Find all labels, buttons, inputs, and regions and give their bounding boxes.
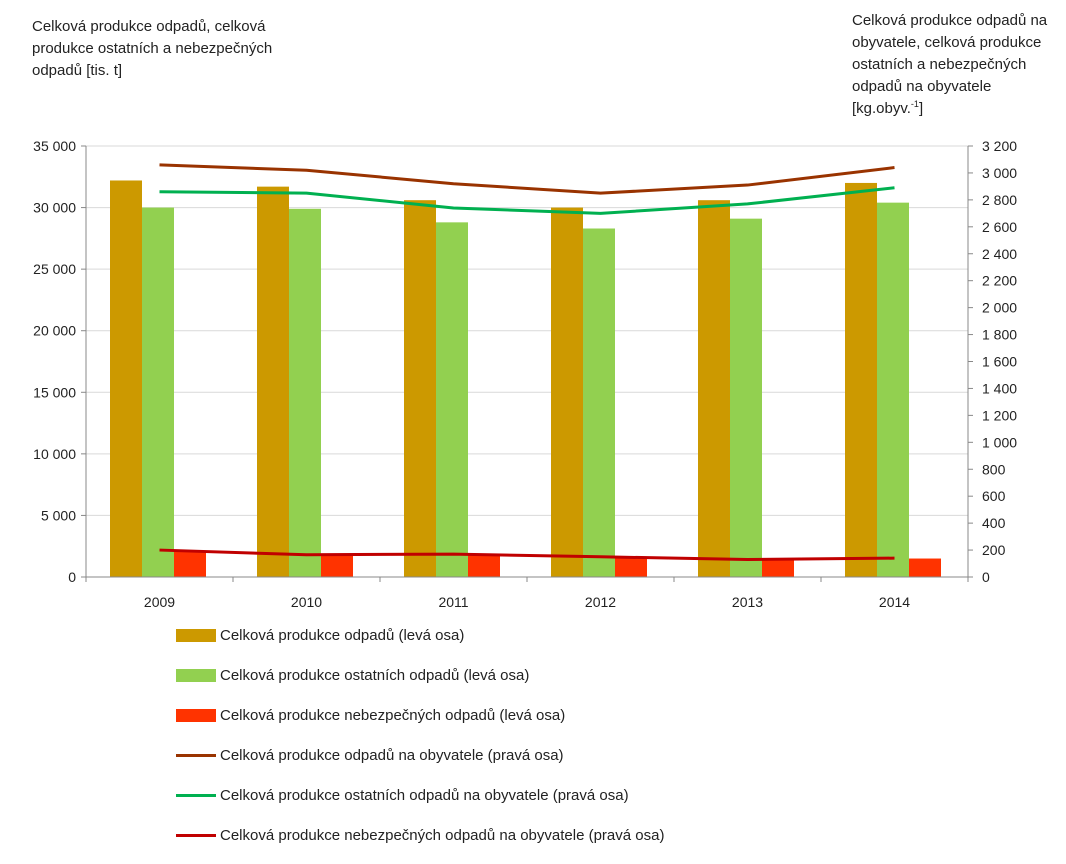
legend-line-swatch	[176, 833, 216, 837]
right-axis-title-superscript: -1	[910, 99, 919, 109]
right-tick-label: 1 400	[982, 380, 1017, 396]
x-tick-label: 2009	[144, 594, 175, 610]
right-tick-label: 600	[982, 488, 1006, 504]
x-tick-label: 2012	[585, 594, 616, 610]
bar	[468, 554, 500, 577]
bar	[436, 222, 468, 577]
right-tick-label: 3 000	[982, 165, 1017, 181]
legend-item: Celková produkce nebezpečných odpadů na …	[176, 824, 876, 846]
right-tick-label: 2 200	[982, 273, 1017, 289]
right-tick-label: 2 800	[982, 192, 1017, 208]
bar	[762, 558, 794, 577]
x-tick-labels: 2009 2010 2011 2012 2013 2014	[144, 594, 910, 610]
bar	[142, 207, 174, 578]
legend-label: Celková produkce nebezpečných odpadů na …	[220, 826, 665, 844]
legend-label: Celková produkce odpadů (levá osa)	[220, 626, 465, 644]
legend-label: Celková produkce ostatních odpadů (levá …	[220, 666, 530, 684]
legend-line-swatch	[176, 793, 216, 797]
x-tick-label: 2014	[879, 594, 910, 610]
right-tick-label: 1 000	[982, 434, 1017, 450]
plot-area: 0 5 000 10 000 15 000 20 000 25 000 30 000 35 0…	[33, 138, 1017, 610]
right-tick-label: 2 600	[982, 219, 1017, 235]
right-tick-label: 800	[982, 461, 1006, 477]
right-tick-label: 1 800	[982, 327, 1017, 343]
legend-item: Celková produkce ostatních odpadů (levá …	[176, 664, 876, 686]
legend-item: Celková produkce odpadů (levá osa)	[176, 624, 876, 646]
left-tick-label: 15 000	[33, 384, 76, 400]
bar	[321, 554, 353, 577]
legend-label: Celková produkce nebezpečných odpadů (le…	[220, 706, 566, 724]
bar	[289, 208, 321, 577]
bar	[583, 228, 615, 577]
x-tick-label: 2010	[291, 594, 322, 610]
axes	[81, 145, 973, 582]
left-tick-label: 20 000	[33, 323, 76, 339]
bar	[551, 207, 583, 578]
series-line	[159, 186, 895, 215]
bar	[730, 218, 762, 577]
bar	[615, 557, 647, 577]
legend-line-swatch	[176, 753, 216, 757]
left-tick-label: 0	[68, 569, 76, 585]
left-axis-title: Celková produkce odpadů, celková produkc…	[32, 18, 273, 79]
left-tick-labels: 0 5 000 10 000 15 000 20 000 25 000 30 000 35 0…	[33, 138, 76, 585]
right-tick-label: 1 200	[982, 407, 1017, 423]
legend-item: Celková produkce nebezpečných odpadů (le…	[176, 704, 876, 726]
gridlines	[86, 145, 968, 516]
right-tick-label: 200	[982, 542, 1006, 558]
x-tick-label: 2011	[438, 594, 468, 610]
legend-label: Celková produkce odpadů na obyvatele (pr…	[220, 746, 564, 764]
series-line	[159, 163, 895, 195]
left-tick-label: 25 000	[33, 261, 76, 277]
right-tick-label: 2 400	[982, 246, 1017, 262]
series-line	[159, 548, 895, 561]
legend-label: Celková produkce ostatních odpadů na oby…	[220, 786, 629, 804]
right-axis-title-end: ]	[918, 100, 924, 117]
left-tick-label: 10 000	[33, 446, 76, 462]
bar	[845, 182, 877, 577]
legend: Celková produkce odpadů (levá osa) Celkov…	[176, 624, 876, 864]
bar	[909, 558, 941, 577]
right-axis-title: Celková produkce odpadů na obyvatele, ce…	[852, 10, 1066, 120]
bar	[257, 186, 289, 577]
series-lines	[159, 163, 895, 561]
legend-bar-swatch	[176, 668, 216, 682]
left-tick-label: 35 000	[33, 138, 76, 154]
right-axis-title-main: Celková produkce odpadů na obyvatele, ce…	[852, 12, 1048, 117]
right-tick-labels: 0 200 400 600 800 1 000 1 200 1 400 1 600 1 800 2 …	[982, 138, 1017, 585]
legend-bar-swatch	[176, 628, 216, 642]
legend-item: Celková produkce odpadů na obyvatele (pr…	[176, 744, 876, 766]
x-tick-label: 2013	[732, 594, 763, 610]
bar	[698, 200, 730, 577]
right-tick-label: 0	[982, 569, 990, 585]
left-tick-label: 5 000	[41, 507, 76, 523]
bar	[174, 551, 206, 577]
bar	[877, 202, 909, 577]
right-tick-label: 400	[982, 515, 1006, 531]
right-tick-label: 3 200	[982, 138, 1017, 154]
legend-bar-swatch	[176, 708, 216, 722]
legend-item: Celková produkce ostatních odpadů na oby…	[176, 784, 876, 806]
bar	[110, 180, 142, 578]
bars	[110, 180, 941, 578]
left-tick-label: 30 000	[33, 200, 76, 216]
right-tick-label: 1 600	[982, 354, 1017, 370]
bar	[404, 200, 436, 577]
right-tick-label: 2 000	[982, 300, 1017, 316]
